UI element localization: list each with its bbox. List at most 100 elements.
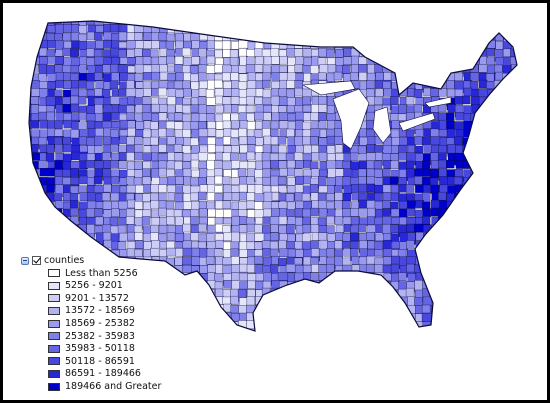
county-cell bbox=[423, 49, 432, 62]
county-cell bbox=[374, 31, 383, 41]
county-cell bbox=[358, 199, 367, 209]
county-cell bbox=[166, 232, 176, 241]
county-cell bbox=[487, 21, 505, 26]
checkbox-icon[interactable] bbox=[32, 256, 41, 265]
county-cell bbox=[270, 321, 287, 331]
county-cell bbox=[240, 337, 248, 345]
county-cell bbox=[454, 121, 463, 130]
county-cell bbox=[214, 40, 223, 50]
county-cell bbox=[526, 32, 542, 44]
county-cell bbox=[511, 192, 517, 205]
county-cell bbox=[190, 271, 200, 281]
county-cell bbox=[190, 137, 199, 147]
county-cell bbox=[237, 105, 247, 114]
county-cell bbox=[447, 241, 456, 251]
county-cell bbox=[318, 289, 327, 298]
county-cell bbox=[365, 264, 375, 273]
county-cell bbox=[38, 73, 47, 82]
county-cell bbox=[38, 240, 55, 253]
county-cell bbox=[135, 121, 144, 130]
county-cell bbox=[159, 104, 168, 113]
county-cell bbox=[174, 56, 184, 65]
county-cell bbox=[390, 263, 400, 273]
county-cell bbox=[47, 209, 57, 223]
county-cell bbox=[118, 49, 127, 58]
county-cell bbox=[501, 184, 511, 194]
county-cell bbox=[438, 88, 447, 97]
layer-name: counties bbox=[44, 254, 85, 266]
county-cell bbox=[502, 248, 511, 258]
county-cell bbox=[350, 216, 360, 225]
county-cell bbox=[373, 160, 383, 170]
county-cell bbox=[62, 239, 71, 253]
county-cell bbox=[63, 143, 72, 153]
county-cell bbox=[453, 176, 463, 186]
county-cell bbox=[167, 136, 176, 145]
county-cell bbox=[205, 256, 215, 265]
county-cell bbox=[327, 296, 344, 306]
county-cell bbox=[302, 327, 311, 331]
county-cell bbox=[446, 257, 455, 266]
county-cell bbox=[207, 264, 216, 274]
county-cell bbox=[110, 233, 120, 242]
collapse-icon[interactable] bbox=[21, 256, 29, 265]
county-cell bbox=[206, 176, 215, 185]
legend-item: 18569 - 25382 bbox=[48, 317, 161, 330]
county-cell bbox=[198, 177, 207, 186]
county-cell bbox=[439, 337, 455, 345]
county-cell bbox=[190, 192, 200, 202]
legend-item: 9201 - 13572 bbox=[48, 292, 161, 305]
county-cell bbox=[175, 21, 184, 26]
county-cell bbox=[383, 273, 393, 282]
county-cell bbox=[255, 56, 264, 65]
county-cell bbox=[390, 233, 400, 243]
county-cell bbox=[198, 208, 208, 217]
county-cell bbox=[31, 113, 40, 122]
county-cell bbox=[134, 209, 144, 219]
county-cell bbox=[62, 216, 71, 229]
county-cell bbox=[158, 184, 167, 193]
county-cell bbox=[326, 225, 335, 234]
county-cell bbox=[495, 105, 512, 115]
county-cell bbox=[143, 225, 152, 234]
county-cell bbox=[31, 208, 49, 217]
county-cell bbox=[301, 32, 319, 41]
county-cell bbox=[463, 313, 480, 322]
county-cell bbox=[287, 313, 304, 322]
county-cell bbox=[326, 145, 336, 154]
county-cell bbox=[527, 177, 535, 185]
county-cell bbox=[528, 232, 544, 240]
county-cell bbox=[478, 144, 487, 153]
legend-item: 35983 - 50118 bbox=[48, 343, 161, 356]
county-cell bbox=[333, 71, 343, 81]
county-cell bbox=[182, 168, 192, 178]
county-cell bbox=[502, 97, 511, 106]
county-cell bbox=[367, 25, 376, 38]
county-cell bbox=[174, 257, 183, 266]
county-cell bbox=[237, 81, 247, 90]
county-cell bbox=[311, 145, 320, 154]
county-cell bbox=[183, 176, 192, 185]
county-cell bbox=[87, 240, 96, 250]
county-cell bbox=[478, 320, 495, 329]
county-cell bbox=[350, 72, 359, 81]
county-cell bbox=[239, 329, 248, 331]
county-cell bbox=[510, 240, 517, 250]
county-cell bbox=[191, 288, 200, 298]
county-cell bbox=[319, 33, 328, 43]
county-cell bbox=[287, 177, 296, 186]
county-cell bbox=[167, 281, 177, 294]
county-cell bbox=[246, 338, 254, 346]
county-cell bbox=[486, 296, 495, 310]
county-cell bbox=[262, 160, 271, 170]
county-cell bbox=[302, 96, 311, 105]
county-cell bbox=[519, 274, 527, 282]
county-cell bbox=[46, 65, 56, 74]
county-cell bbox=[375, 312, 385, 321]
county-cell bbox=[478, 328, 488, 331]
county-cell bbox=[430, 199, 440, 209]
county-cell bbox=[326, 321, 335, 330]
county-cell bbox=[214, 49, 223, 59]
county-cell bbox=[270, 232, 279, 241]
county-cell bbox=[503, 232, 512, 241]
